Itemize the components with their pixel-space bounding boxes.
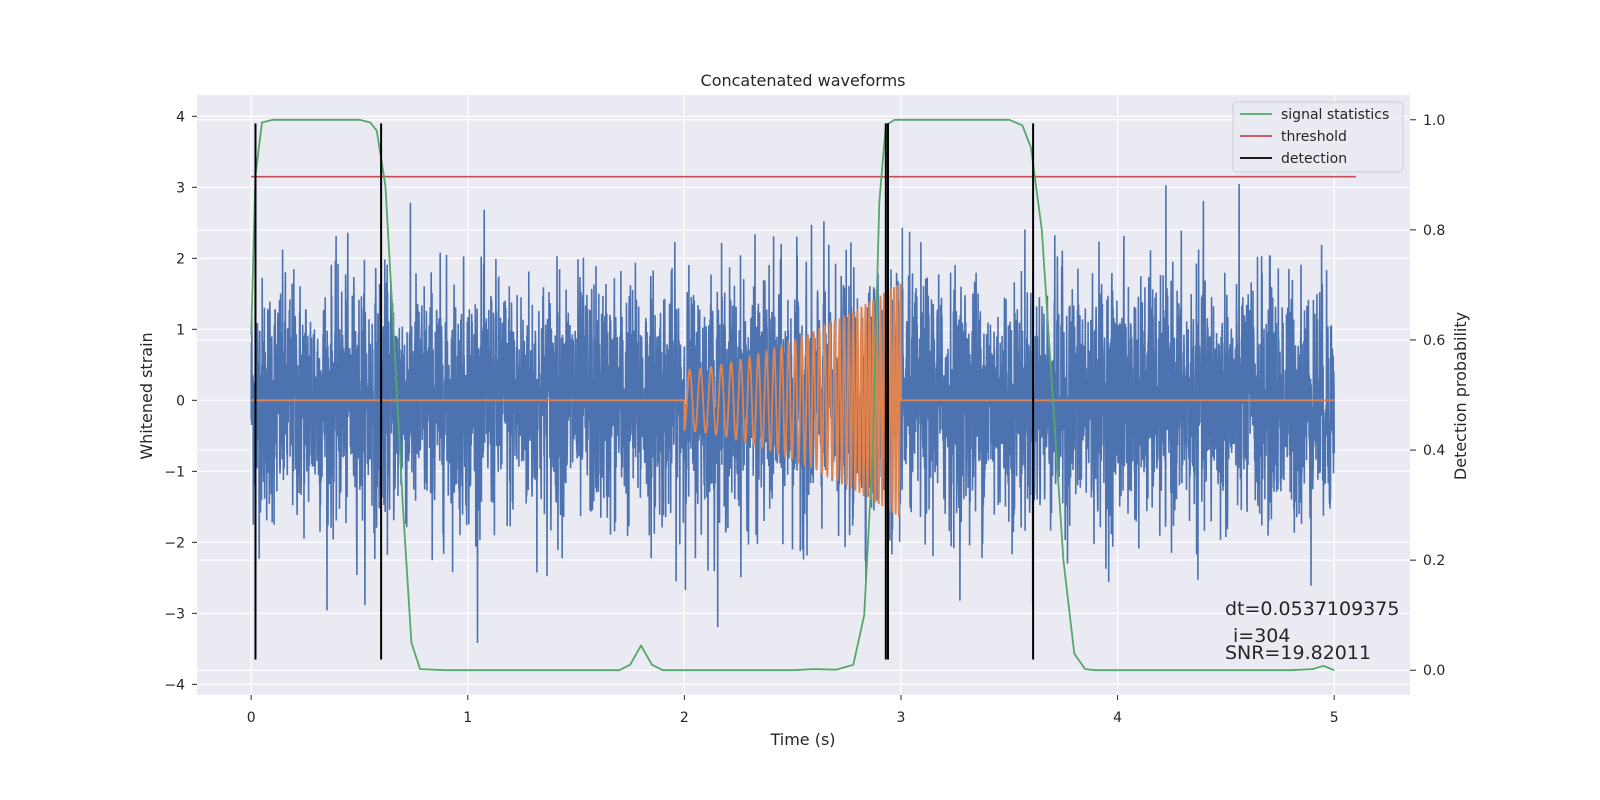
x-tick-label: 0	[247, 710, 256, 726]
y-left-tick-label: −4	[164, 677, 185, 693]
chart-title: Concatenated waveforms	[701, 71, 906, 90]
legend-signal-statistics: signal statistics	[1281, 107, 1389, 123]
x-tick-label: 2	[680, 710, 689, 726]
noise-line	[250, 183, 1335, 644]
y-left-tick-label: 4	[176, 109, 185, 125]
y-left-tick-label: 1	[176, 322, 185, 338]
detection-series	[254, 123, 1035, 660]
x-tick-label: 3	[897, 710, 906, 726]
x-axis-label: Time (s)	[769, 730, 835, 749]
y-left-tick-labels: 4 3 2 1 0 −1 −2 −3 −4	[164, 109, 197, 693]
y-left-tick-label: 0	[176, 393, 185, 409]
annotation-i: i=304	[1233, 625, 1290, 647]
injected-signal-line	[251, 283, 1335, 518]
y-right-tick-label: 0.2	[1423, 553, 1445, 569]
injected-signal-series	[251, 283, 1335, 518]
annotation-snr: SNR=19.82011	[1225, 642, 1371, 664]
noise-series	[250, 183, 1335, 644]
y-right-tick-label: 1.0	[1423, 113, 1445, 129]
y-left-tick-label: −3	[164, 606, 185, 622]
y-left-tick-label: −2	[164, 535, 185, 551]
x-tick-label: 5	[1330, 710, 1339, 726]
y-right-tick-label: 0.4	[1423, 443, 1445, 459]
legend-box	[1232, 101, 1404, 173]
legend-threshold: threshold	[1281, 129, 1347, 145]
y-right-tick-label: 0.8	[1423, 223, 1445, 239]
y-right-axis-label: Detection probability	[1451, 312, 1470, 480]
y-right-tick-label: 0.0	[1423, 663, 1445, 679]
legend: signal statistics threshold detection	[1232, 101, 1404, 173]
annotation-dt: dt=0.0537109375	[1225, 598, 1399, 620]
x-tick-labels: 0 1 2 3 4 5	[247, 695, 1339, 726]
legend-detection: detection	[1281, 151, 1347, 167]
x-tick-label: 4	[1113, 710, 1122, 726]
y-right-tick-labels: 1.0 0.8 0.6 0.4 0.2 0.0	[1410, 113, 1445, 679]
y-left-tick-label: −1	[164, 464, 185, 480]
y-right-tick-label: 0.6	[1423, 333, 1445, 349]
y-left-axis-label: Whitened strain	[137, 332, 156, 459]
x-tick-label: 1	[463, 710, 472, 726]
y-left-tick-label: 2	[176, 251, 185, 267]
y-left-tick-label: 3	[176, 180, 185, 196]
